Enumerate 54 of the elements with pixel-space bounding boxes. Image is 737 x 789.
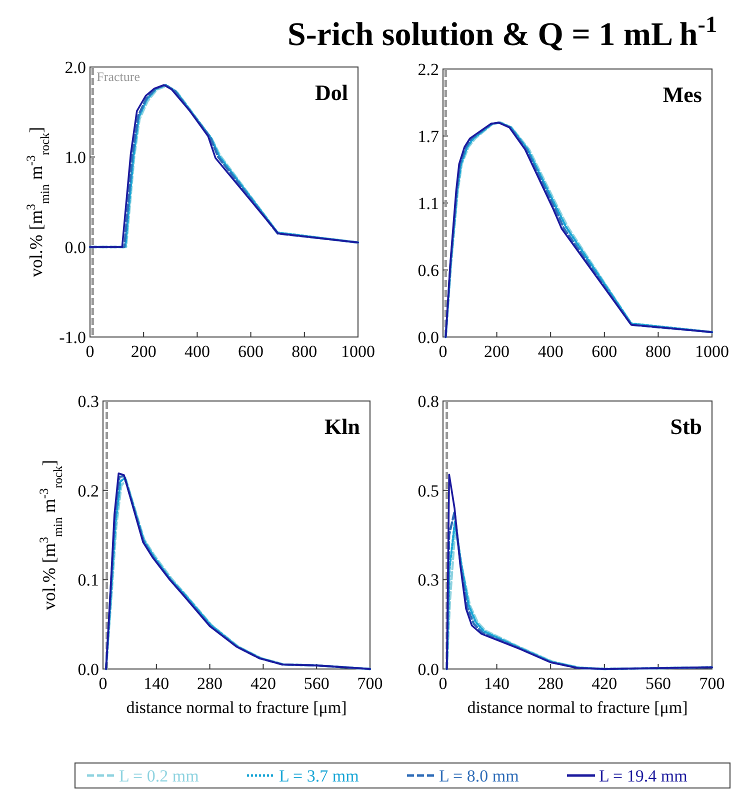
legend-label: L = 19.4 mm <box>599 766 688 786</box>
x-tick-label: 600 <box>592 342 618 361</box>
legend-label: L = 3.7 mm <box>279 766 359 786</box>
legend-label: L = 8.0 mm <box>439 766 519 786</box>
x-tick-label: 280 <box>197 674 223 693</box>
y-tick-label: 0.3 <box>78 392 99 411</box>
x-tick-label: 800 <box>645 342 671 361</box>
y-tick-label: 0.0 <box>64 238 86 257</box>
legend-label: L = 0.2 mm <box>119 766 199 786</box>
text: Mes <box>662 82 702 107</box>
x-tick-label: 400 <box>184 342 210 361</box>
y-tick-label: 2.2 <box>418 60 439 79</box>
x-tick-label: 0 <box>438 674 448 693</box>
y-tick-label: 0.3 <box>418 570 439 590</box>
y-tick-label: -1.0 <box>59 328 86 347</box>
x-tick-label: 700 <box>357 674 383 693</box>
text: Stb <box>670 414 702 439</box>
ref-line-label: Fracture <box>96 69 140 84</box>
x-tick-label: 0 <box>86 342 94 361</box>
y-tick-label: 0.5 <box>418 481 439 500</box>
y-tick-label: 0.0 <box>418 660 439 679</box>
x-tick-label: 1000 <box>341 342 375 361</box>
x-tick-label: 280 <box>538 674 564 693</box>
y-tick-label: 1.1 <box>418 194 439 213</box>
y-tick-label: 0.0 <box>418 328 439 347</box>
x-tick-label: 600 <box>238 342 264 361</box>
text: Dol <box>315 80 348 105</box>
x-tick-label: 200 <box>484 342 510 361</box>
y-tick-label: 0.2 <box>78 481 99 500</box>
text: S-rich solution & Q = 1 mL h$^{-1}$ <box>287 11 717 53</box>
x-tick-label: 200 <box>130 342 156 361</box>
x-tick-label: 0 <box>438 342 448 361</box>
x-tick-label: 420 <box>592 674 618 693</box>
x-tick-label: 140 <box>484 674 510 693</box>
x-tick-label: 700 <box>699 674 725 693</box>
x-tick-label: 400 <box>538 342 564 361</box>
y-tick-label: 0.8 <box>418 392 439 411</box>
x-tick-label: 1000 <box>695 342 729 361</box>
y-tick-label: 0.1 <box>78 570 99 590</box>
text: Kln <box>324 414 360 439</box>
x-tick-label: 560 <box>304 674 330 693</box>
x-axis-title: distance normal to fracture [μm] <box>467 698 688 717</box>
y-tick-label: 0.0 <box>78 660 99 679</box>
x-tick-label: 140 <box>144 674 170 693</box>
x-axis-title: distance normal to fracture [μm] <box>126 698 347 717</box>
y-tick-label: 2.0 <box>64 58 86 77</box>
y-tick-label: 1.0 <box>64 148 86 167</box>
y-tick-label: 0.6 <box>418 261 439 280</box>
line-series <box>446 474 713 670</box>
x-tick-label: 420 <box>250 674 276 693</box>
y-tick-label: 1.7 <box>418 127 440 146</box>
x-tick-label: 0 <box>98 674 108 693</box>
x-tick-label: 800 <box>292 342 318 361</box>
x-tick-label: 560 <box>645 674 671 693</box>
